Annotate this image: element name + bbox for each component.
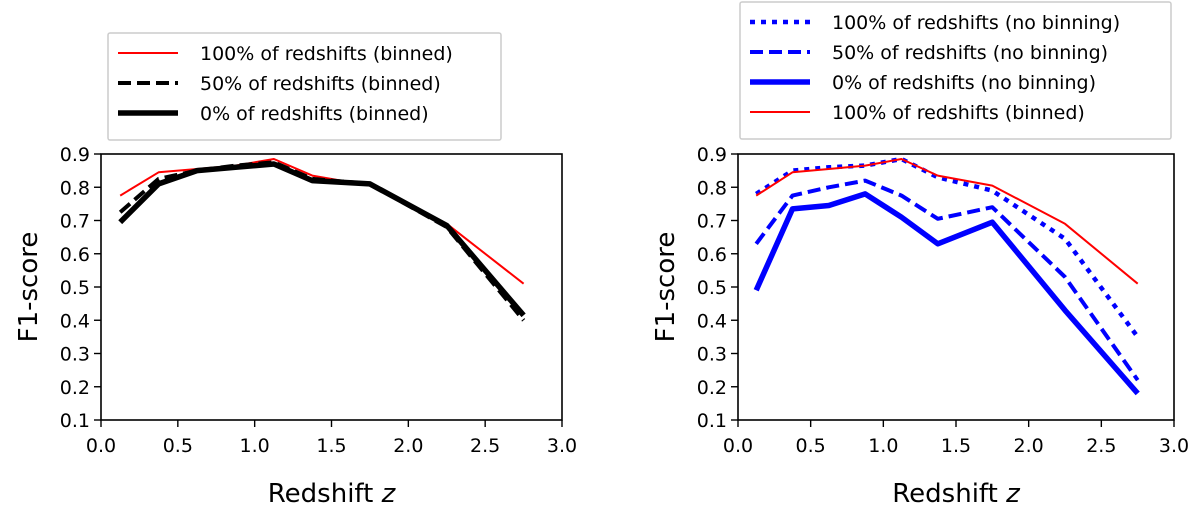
legend-label-1: 100% of redshifts (binned) xyxy=(200,43,453,65)
legend-label-2: 50% of redshifts (no binning) xyxy=(832,42,1108,64)
x-axis-variable: z xyxy=(1005,479,1021,507)
y-tick-label: 0.8 xyxy=(697,177,727,199)
legend-box xyxy=(107,32,502,141)
chart-1: 0.0 0.5 1.0 1.5 2.0 2.5 3.00.10.20.30.40.50.60… xyxy=(14,32,577,507)
y-tick-label: 0.2 xyxy=(60,377,90,399)
x-tick-label: 1.0 xyxy=(240,435,270,457)
y-axis-label: F1-score xyxy=(14,232,44,343)
y-tick-label: 0.7 xyxy=(60,211,90,233)
x-tick-label: 1.0 xyxy=(868,435,898,457)
y-axis-ticks: 0.1 0.2 0.3 0.4 0.5 0.6 0.7 0.8 0.9 xyxy=(60,144,101,432)
x-tick-label: 0.5 xyxy=(163,435,193,457)
y-tick-label: 0.1 xyxy=(697,410,727,432)
series-line-3 xyxy=(753,191,1140,396)
x-tick-label: 2.0 xyxy=(393,435,423,457)
y-tick-label: 0.3 xyxy=(60,344,90,366)
legend-label-2: 50% of redshifts (binned) xyxy=(200,73,441,95)
legend-label-3: 0% of redshifts (binned) xyxy=(200,103,429,125)
x-tick-label: 3.0 xyxy=(547,435,577,457)
series-group xyxy=(753,156,1140,396)
x-axis-ticks: 0.0 0.5 1.0 1.5 2.0 2.5 3.0 xyxy=(723,420,1189,457)
series-line-3 xyxy=(118,161,526,318)
y-tick-label: 0.5 xyxy=(697,277,727,299)
x-tick-label: 3.0 xyxy=(1159,435,1189,457)
y-axis-label: F1-score xyxy=(651,232,681,343)
y-tick-label: 0.5 xyxy=(60,277,90,299)
y-axis-ticks: 0.1 0.2 0.3 0.4 0.5 0.6 0.7 0.8 0.9 xyxy=(697,144,738,432)
series-line-2 xyxy=(754,178,1140,382)
x-tick-label: 2.5 xyxy=(470,435,500,457)
x-tick-label: 2.0 xyxy=(1014,435,1044,457)
plot-frame xyxy=(737,153,1175,421)
plot-frame xyxy=(100,153,563,421)
x-axis-variable: z xyxy=(381,479,397,507)
x-tick-label: 0.5 xyxy=(796,435,826,457)
chart-2: 0.0 0.5 1.0 1.5 2.0 2.5 3.00.10.20.30.40.50.60… xyxy=(651,1,1189,507)
y-tick-label: 0.7 xyxy=(697,211,727,233)
series-group xyxy=(118,158,526,322)
y-tick-label: 0.9 xyxy=(697,144,727,166)
y-tick-label: 0.2 xyxy=(697,377,727,399)
legend-label-4: 100% of redshifts (binned) xyxy=(832,102,1085,124)
legend: 100% of redshifts (binned) 50% of redshif… xyxy=(107,32,502,141)
series-line-4 xyxy=(755,158,1139,285)
y-tick-label: 0.1 xyxy=(60,410,90,432)
series-line-1 xyxy=(754,156,1140,339)
x-tick-label: 2.5 xyxy=(1086,435,1116,457)
y-tick-label: 0.6 xyxy=(697,244,727,266)
x-tick-label: 1.5 xyxy=(316,435,346,457)
y-tick-label: 0.4 xyxy=(697,310,727,332)
y-tick-label: 0.8 xyxy=(60,177,90,199)
legend-box xyxy=(739,1,1172,140)
x-tick-label: 1.5 xyxy=(941,435,971,457)
legend-label-3: 0% of redshifts (no binning) xyxy=(832,72,1096,94)
x-tick-label: 0.0 xyxy=(86,435,116,457)
y-tick-label: 0.9 xyxy=(60,144,90,166)
y-tick-label: 0.4 xyxy=(60,310,90,332)
x-axis-label: Redshift z xyxy=(268,479,397,507)
y-tick-label: 0.6 xyxy=(60,244,90,266)
x-tick-label: 0.0 xyxy=(723,435,753,457)
legend: 100% of redshifts (no binning) 50% of red… xyxy=(739,1,1172,140)
x-axis-ticks: 0.0 0.5 1.0 1.5 2.0 2.5 3.0 xyxy=(86,420,577,457)
x-axis-label: Redshift z xyxy=(892,479,1021,507)
legend-label-1: 100% of redshifts (no binning) xyxy=(832,12,1120,34)
y-tick-label: 0.3 xyxy=(697,344,727,366)
